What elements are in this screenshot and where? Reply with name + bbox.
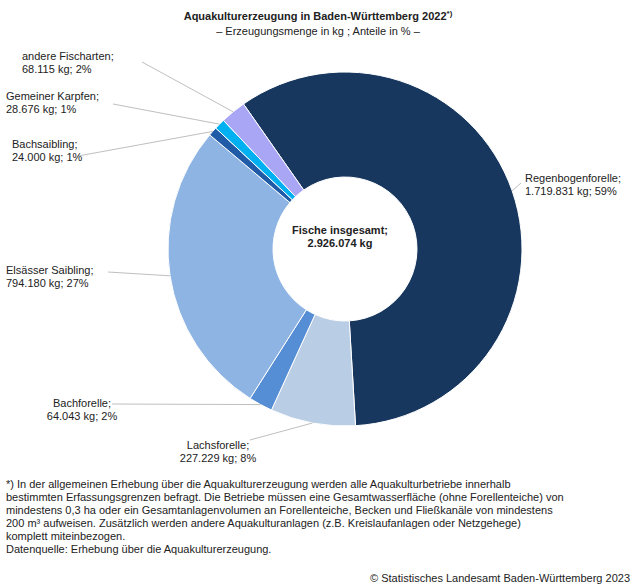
svg-text:Lachsforelle;227.229 kg; 8%: Lachsforelle;227.229 kg; 8% <box>180 439 257 464</box>
svg-text:komplett miteinbezogen.: komplett miteinbezogen. <box>8 530 125 542</box>
svg-text:mindestens 0,3 ha oder ein Ges: mindestens 0,3 ha oder ein Gesamtanlagen… <box>8 504 553 516</box>
svg-text:Bachforelle;64.043 kg; 2%: Bachforelle;64.043 kg; 2% <box>47 397 118 422</box>
svg-text:Gemeiner Karpfen;28.676 kg; 1%: Gemeiner Karpfen;28.676 kg; 1% <box>8 90 99 115</box>
svg-text:Datenquelle: Erhebung über die: Datenquelle: Erhebung über die Aquakultu… <box>8 543 271 555</box>
svg-text:Elsässer Saibling;794.180 kg;: Elsässer Saibling;794.180 kg; 27% <box>8 264 93 289</box>
svg-text:– Erzeugungsmenge in kg ; Ante: – Erzeugungsmenge in kg ; Anteile in % – <box>216 25 421 37</box>
svg-text:bestimmten Erfassungsgrenzen b: bestimmten Erfassungsgrenzen befragt. Di… <box>8 491 564 503</box>
svg-text:2.926.074 kg: 2.926.074 kg <box>308 237 373 249</box>
svg-text:Bachsaibling;24.000 kg; 1%: Bachsaibling;24.000 kg; 1% <box>12 138 83 163</box>
svg-text:Aquakulturerzeugung in Baden-W: Aquakulturerzeugung in Baden-Württemberg… <box>184 9 453 22</box>
svg-text:Regenbogenforelle;1.719.831 kg: Regenbogenforelle;1.719.831 kg; 59% <box>525 172 621 197</box>
svg-text:200 m³ aufweisen. Zusätzlich w: 200 m³ aufweisen. Zusätzlich werden ande… <box>8 517 521 529</box>
svg-text:Fische insgesamt;: Fische insgesamt; <box>292 224 388 236</box>
svg-text:© Statistisches Landesamt Bade: © Statistisches Landesamt Baden-Württemb… <box>370 572 628 584</box>
svg-text:andere Fischarten;68.115 kg; 2: andere Fischarten;68.115 kg; 2% <box>22 50 114 75</box>
svg-text:*) In der allgemeinen Erhebung: *) In der allgemeinen Erhebung über die … <box>8 478 511 490</box>
